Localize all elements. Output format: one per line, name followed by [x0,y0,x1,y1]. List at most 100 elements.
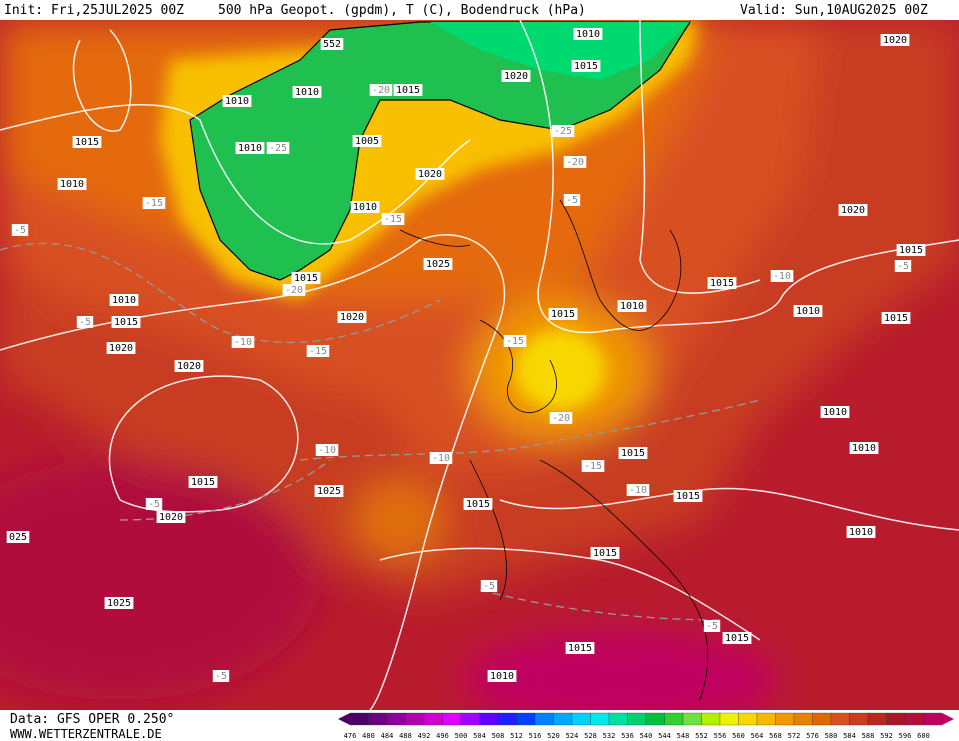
pressure-label: 025 [9,532,27,543]
pressure-label: 1010 [490,671,514,682]
colorbar-label: 504 [473,732,486,740]
label-box [881,312,911,324]
label-box [463,498,493,510]
pressure-label: 1020 [883,35,907,46]
label-box [896,244,926,256]
pressure-label: 1015 [710,278,734,289]
pressure-label: 1015 [294,273,318,284]
pressure-label: 1010 [295,87,319,98]
label-box [188,476,218,488]
temperature-label: -5 [566,195,578,206]
temperature-label: -10 [773,271,791,282]
label-box [480,580,498,592]
pressure-label: 1015 [191,477,215,488]
colorbar-arrow [338,713,350,725]
label-box [381,213,405,225]
colorbar-arrow [942,713,954,725]
label-box [72,136,102,148]
label-box [111,316,141,328]
pressure-label: 1010 [849,527,873,538]
temperature-label: -20 [285,285,303,296]
label-box [581,460,605,472]
colorbar-cell [756,712,776,726]
label-box [212,670,230,682]
colorbar-label: 480 [362,732,375,740]
label-box [590,547,620,559]
colorbar-label: 496 [436,732,449,740]
init-time: Init: Fri,25JUL2025 00Z [4,3,184,18]
label-box [880,34,910,46]
label-box [565,642,595,654]
colorbar-label: 516 [529,732,542,740]
label-box [487,670,517,682]
colorbar-label: 540 [640,732,653,740]
pressure-label: 552 [323,39,341,50]
label-box [109,294,139,306]
colorbar-cell [442,712,462,726]
pressure-label: 1015 [574,61,598,72]
label-box [571,60,601,72]
label-box [894,260,912,272]
temperature-label: -10 [318,445,336,456]
pressure-label: 1010 [823,407,847,418]
colorbar: 476 480 484 488 492 496 500 504 508 512 516 520 524 5… [338,712,954,740]
pressure-label: 1005 [355,136,379,147]
label-box [106,342,136,354]
temperature-label: -20 [566,157,584,168]
temperature-label: -20 [552,413,570,424]
label-box [838,204,868,216]
temperature-label: -15 [384,214,402,225]
colorbar-label: 552 [695,732,708,740]
label-box [282,284,306,296]
label-box [320,38,344,50]
pressure-label: 1020 [177,361,201,372]
colorbar-cell [645,712,665,726]
colorbar-label: 548 [677,732,690,740]
label-box [145,498,163,510]
label-box [503,335,527,347]
colorbar-cell [423,712,443,726]
colorbar-label: 572 [788,732,801,740]
colorbar-cell [886,712,906,726]
temperature-label: -5 [706,621,718,632]
pressure-label: 1015 [899,245,923,256]
label-box [352,135,382,147]
colorbar-label: 580 [825,732,838,740]
pressure-label: 1020 [841,205,865,216]
pressure-label: 1010 [353,202,377,213]
website: WWW.WETTERZENTRALE.DE [10,727,162,741]
temperature-label: -5 [897,261,909,272]
colorbar-cell [608,712,628,726]
colorbar-cell [460,712,480,726]
label-box [770,270,794,282]
colorbar-label: 576 [806,732,819,740]
colorbar-cell [386,712,406,726]
pressure-label: 1010 [796,306,820,317]
label-box [11,224,29,236]
pressure-label: 1020 [418,169,442,180]
colorbar-label: 492 [418,732,431,740]
pressure-label: 1015 [396,85,420,96]
map-field [0,20,959,710]
pressure-label: 1015 [593,548,617,559]
colorbar-label: 600 [917,732,930,740]
temperature-label: -15 [584,461,602,472]
colorbar-cell [904,712,924,726]
colorbar-cell [775,712,795,726]
colorbar-cell [534,712,554,726]
temperature-label: -25 [554,126,572,137]
temperature-label: -5 [215,671,227,682]
label-box [618,447,648,459]
label-box [626,484,650,496]
temperature-label: -10 [234,337,252,348]
colorbar-cell [719,712,739,726]
pressure-label: 1025 [107,598,131,609]
colorbar-cell [849,712,869,726]
temperature-label: -10 [432,453,450,464]
label-box [393,84,423,96]
label-box [231,336,255,348]
label-box [222,95,252,107]
